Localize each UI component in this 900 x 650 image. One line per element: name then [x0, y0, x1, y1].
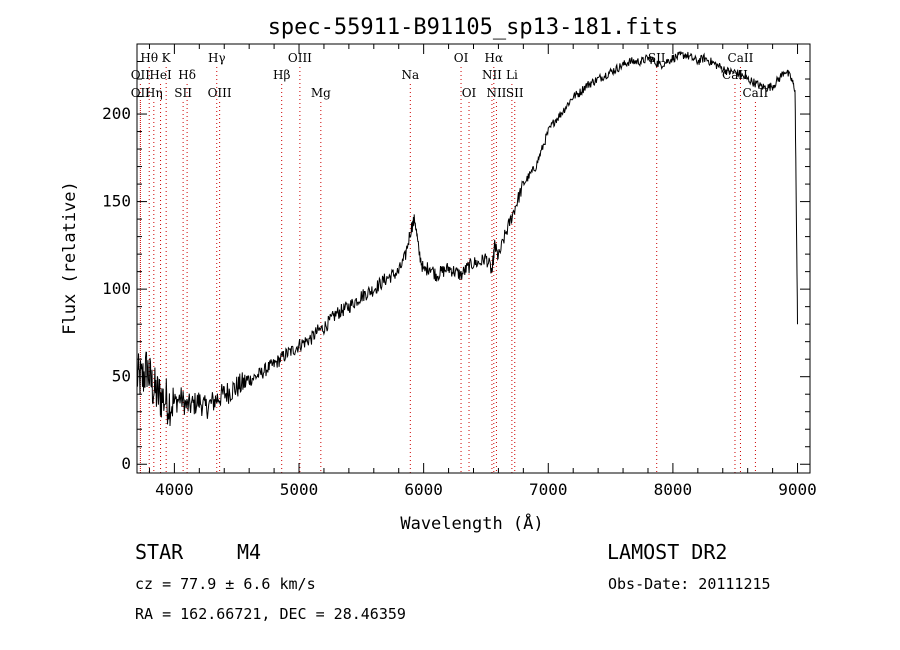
x-axis-label: Wavelength (Å)	[400, 512, 543, 534]
line-marker-label: NII	[486, 86, 506, 100]
line-marker-label: Hγ	[208, 51, 226, 65]
object-subclass: M4	[237, 540, 262, 564]
line-marker-label: CaII	[722, 68, 748, 82]
observation-date: Obs-Date: 20111215	[608, 575, 771, 593]
x-tick-label: 6000	[404, 480, 443, 499]
x-tick-label: 9000	[778, 480, 817, 499]
redshift-velocity: cz = 77.9 ± 6.6 km/s	[135, 575, 316, 593]
spectrum-line	[136, 50, 798, 427]
line-marker-label: OI	[454, 51, 469, 65]
line-marker-label: SII	[648, 51, 666, 65]
y-tick-label: 200	[102, 104, 131, 123]
line-marker-label: Hθ	[140, 51, 158, 65]
line-marker-label: Hη	[145, 86, 163, 100]
line-marker-label: Hα	[485, 51, 504, 65]
line-marker-label: NII	[482, 68, 502, 82]
y-axis-label: Flux (relative)	[60, 181, 80, 335]
line-marker-label: SII	[506, 86, 524, 100]
line-marker-label: OII	[131, 68, 151, 82]
line-marker-label: OIII	[288, 51, 312, 65]
line-marker-label: Hδ	[178, 68, 196, 82]
x-tick-label: 5000	[280, 480, 319, 499]
x-tick-label: 7000	[529, 480, 568, 499]
line-marker-label: CaII	[742, 86, 768, 100]
x-tick-label: 8000	[654, 480, 693, 499]
line-marker-label: OI	[462, 86, 477, 100]
line-marker-label: OII	[131, 86, 151, 100]
line-marker-label: K	[162, 51, 172, 65]
plot-frame	[136, 43, 811, 474]
chart-title: spec-55911-B91105_sp13-181.fits	[268, 15, 679, 40]
line-marker-label: OIII	[208, 86, 232, 100]
line-marker-label: CaII	[728, 51, 754, 65]
object-class: STAR	[135, 540, 184, 564]
line-marker-label: SII	[174, 86, 192, 100]
line-marker-label: Li	[506, 68, 518, 82]
survey-name: LAMOST DR2	[607, 540, 728, 564]
y-tick-label: 0	[121, 454, 131, 473]
line-marker-label: Hβ	[273, 68, 290, 82]
x-tick-label: 4000	[155, 480, 194, 499]
line-marker-label: HeI	[149, 68, 172, 82]
y-tick-label: 150	[102, 192, 131, 211]
ra-dec-coordinates: RA = 162.66721, DEC = 28.46359	[135, 605, 406, 623]
line-marker-label: Na	[401, 68, 419, 82]
line-marker-label: Mg	[311, 86, 331, 100]
y-tick-label: 100	[102, 279, 131, 298]
y-tick-label: 50	[112, 367, 131, 386]
